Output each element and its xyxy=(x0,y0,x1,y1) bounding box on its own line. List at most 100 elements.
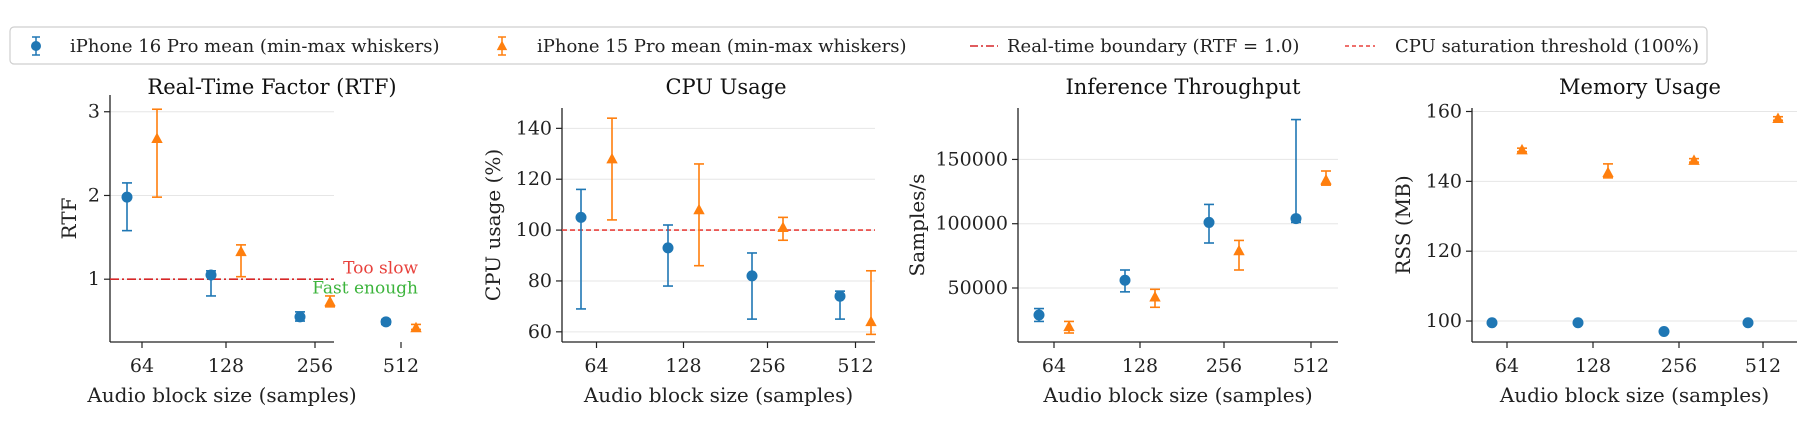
y-axis-title: RTF xyxy=(57,197,81,239)
mean-marker xyxy=(1602,166,1614,178)
iphone16-point xyxy=(834,290,846,320)
y-tick-label: 120 xyxy=(1426,240,1462,262)
iphone15-point xyxy=(777,216,789,242)
x-tick-label: 128 xyxy=(208,355,244,377)
legend-item: iPhone 16 Pro mean (min-max whiskers) xyxy=(31,36,440,57)
errorbar-circle-icon xyxy=(31,36,41,56)
x-tick-label: 512 xyxy=(837,355,873,377)
mean-marker xyxy=(294,311,306,323)
y-tick-label: 120 xyxy=(516,168,552,190)
mean-marker xyxy=(1203,216,1215,228)
legend-label: Real-time boundary (RTF = 1.0) xyxy=(1007,36,1299,57)
panel-title: Real-Time Factor (RTF) xyxy=(147,75,396,99)
mean-marker xyxy=(693,203,705,215)
x-tick-label: 64 xyxy=(130,355,154,377)
x-tick-label: 256 xyxy=(749,355,785,377)
iphone15-point xyxy=(693,163,705,267)
iphone16-point xyxy=(1572,317,1584,329)
mean-marker xyxy=(865,315,877,327)
iphone16-point xyxy=(121,182,133,232)
panel-3: Inference Throughput 50000 100000 150000 64 1… xyxy=(905,75,1338,407)
y-tick-label: 3 xyxy=(88,101,100,123)
iphone16-point xyxy=(1203,203,1215,244)
iphone16-point xyxy=(205,269,217,297)
iphone16-point xyxy=(380,316,392,328)
iphone15-point xyxy=(865,269,877,336)
mean-marker xyxy=(410,321,422,333)
legend: iPhone 16 Pro mean (min-max whiskers) iPh… xyxy=(9,26,1708,65)
iphone15-point xyxy=(151,108,163,198)
x-tick-label: 128 xyxy=(1122,355,1158,377)
mean-marker xyxy=(121,191,133,203)
y-tick-label: 160 xyxy=(1426,100,1462,122)
y-axis-title: RSS (MB) xyxy=(1391,175,1415,274)
iphone15-point xyxy=(1320,170,1332,186)
x-axis-title: Audio block size (samples) xyxy=(1042,383,1312,407)
mean-marker xyxy=(746,270,758,282)
legend-marker xyxy=(496,40,508,51)
annotation: Too slow xyxy=(343,258,418,278)
panel-title: Memory Usage xyxy=(1559,75,1721,99)
annotation: Fast enough xyxy=(312,278,418,298)
mean-marker xyxy=(1572,317,1584,329)
y-tick-label: 100000 xyxy=(935,213,1008,235)
panel-title: CPU Usage xyxy=(665,75,786,99)
mean-marker xyxy=(1772,112,1784,123)
x-tick-label: 64 xyxy=(1495,355,1519,377)
legend-label: iPhone 16 Pro mean (min-max whiskers) xyxy=(70,36,440,57)
y-tick-label: 80 xyxy=(528,270,552,292)
x-tick-label: 512 xyxy=(383,355,419,377)
iphone16-point xyxy=(575,188,587,310)
x-tick-label: 64 xyxy=(584,355,608,377)
x-tick-label: 512 xyxy=(1745,355,1781,377)
iphone15-point xyxy=(1063,320,1075,334)
iphone16-point xyxy=(662,224,674,287)
iphone16-point xyxy=(1486,317,1498,329)
iphone15-point xyxy=(410,321,422,333)
y-tick-label: 2 xyxy=(88,184,100,206)
y-tick-label: 100 xyxy=(1426,310,1462,332)
legend-label: CPU saturation threshold (100%) xyxy=(1395,36,1699,57)
x-tick-label: 256 xyxy=(297,355,333,377)
mean-marker xyxy=(606,152,618,164)
iphone15-point xyxy=(1149,288,1161,309)
iphone15-point xyxy=(1772,112,1784,123)
mean-marker xyxy=(324,295,336,307)
panel-2: CPU Usage 60 80 100 120 140 64 128 256 512 Audio b… xyxy=(481,75,877,407)
iphone15-point xyxy=(606,117,618,221)
iphone16-point xyxy=(294,311,306,323)
mean-marker xyxy=(1233,244,1245,256)
errorbar-triangle-icon xyxy=(496,36,508,56)
y-tick-label: 150000 xyxy=(935,148,1008,170)
mean-marker xyxy=(1688,154,1700,165)
mean-marker xyxy=(777,221,789,233)
iphone16-point xyxy=(1033,307,1045,323)
mean-marker xyxy=(235,245,247,257)
y-tick-label: 50000 xyxy=(948,277,1008,299)
x-tick-label: 256 xyxy=(1661,355,1697,377)
y-axis-title: Samples/s xyxy=(905,174,929,277)
x-tick-label: 64 xyxy=(1042,355,1066,377)
mean-marker xyxy=(1119,274,1131,286)
iphone16-point xyxy=(1290,118,1302,225)
mean-marker xyxy=(151,132,163,144)
iphone16-point xyxy=(746,252,758,320)
mean-marker xyxy=(1063,320,1075,332)
iphone15-point xyxy=(235,244,247,278)
x-axis-title: Audio block size (samples) xyxy=(1499,383,1769,407)
iphone15-point xyxy=(1602,163,1614,179)
y-tick-label: 60 xyxy=(528,321,552,343)
y-tick-label: 1 xyxy=(88,268,100,290)
x-axis-title: Audio block size (samples) xyxy=(583,383,853,407)
panel-4: Memory Usage 100 120 140 160 64 128 256 512 Audio… xyxy=(1391,75,1797,407)
legend-label: iPhone 15 Pro mean (min-max whiskers) xyxy=(537,36,907,57)
mean-marker xyxy=(380,316,392,328)
y-axis-title: CPU usage (%) xyxy=(481,149,505,301)
x-axis-title: Audio block size (samples) xyxy=(86,383,356,407)
mean-marker xyxy=(1149,291,1161,302)
mean-marker xyxy=(1516,143,1528,155)
mean-marker xyxy=(575,211,587,223)
